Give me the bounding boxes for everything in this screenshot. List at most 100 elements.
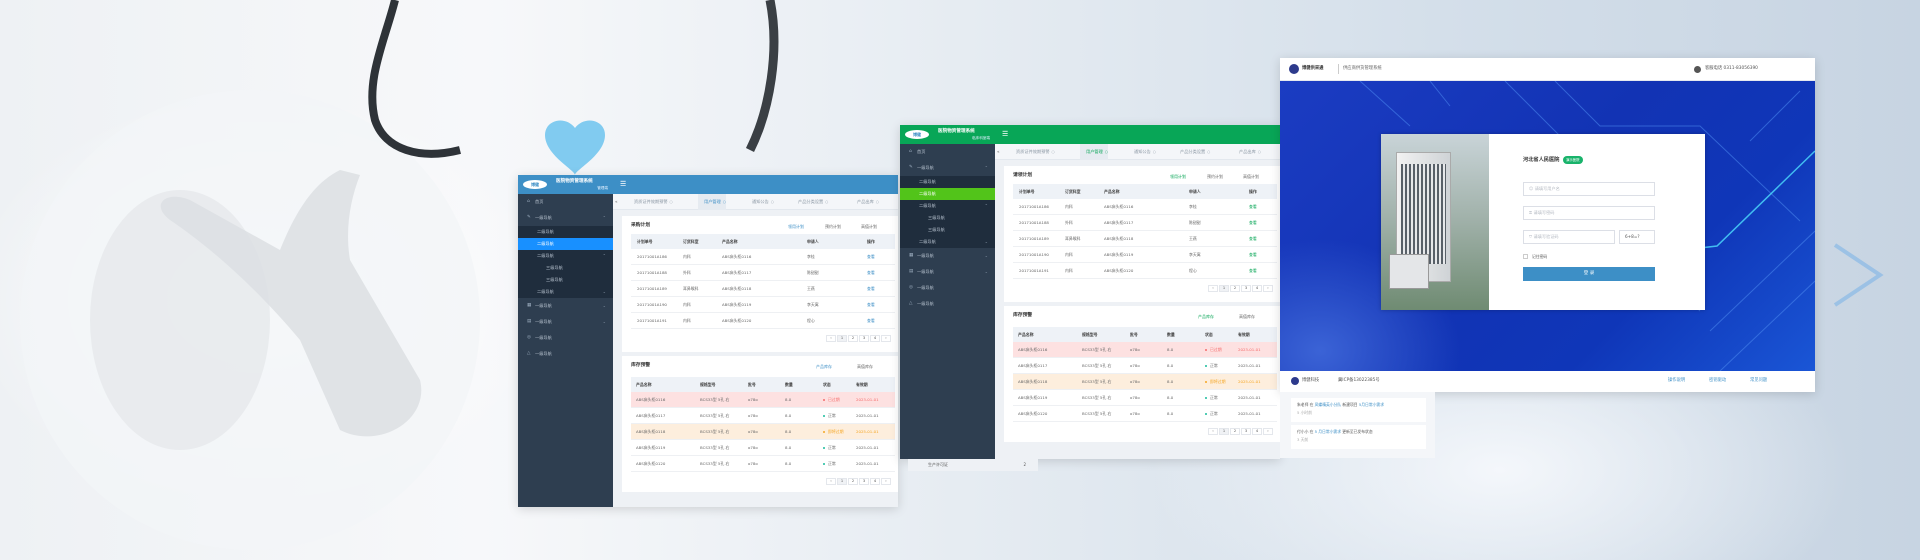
sidebar-item[interactable]: ▦ 一级导航 ⌄ [900,248,995,264]
sidebar-item[interactable]: ✎ 一级导航 ⌃ [900,160,995,176]
close-tab-icon[interactable]: ○ [669,200,673,204]
view-link[interactable]: 查看 [1249,236,1257,241]
page-button[interactable]: 3 [859,478,869,485]
view-link[interactable]: 查看 [1249,204,1257,209]
page-button[interactable]: 1 [1219,428,1229,435]
page-button[interactable]: 2 [1230,428,1240,435]
page-button[interactable]: ‹ [1208,428,1218,435]
page-button[interactable]: › [881,478,891,485]
close-tab-icon[interactable]: ○ [1152,150,1156,154]
sidebar-item[interactable]: △ 一级导航 [900,296,995,312]
tab-item[interactable]: 产品出库 ○ [851,194,879,210]
sidebar-item[interactable]: ▤ 一级导航 ⌄ [900,264,995,280]
view-link[interactable]: 查看 [867,302,875,307]
close-tab-icon[interactable]: ○ [1104,150,1108,154]
page-button[interactable]: 3 [1241,428,1251,435]
page-button[interactable]: 1 [837,335,847,342]
sidebar-item[interactable]: 三级导航 [900,212,995,224]
page-button[interactable]: 2 [848,335,858,342]
sidebar-item[interactable]: 二级导航 [900,188,995,200]
tab-item[interactable]: 通知公告 ○ [746,194,774,210]
login-button[interactable]: 登 录 [1523,267,1655,281]
page-button[interactable]: 4 [870,335,880,342]
page-button[interactable]: › [881,335,891,342]
tab-item[interactable]: 资质证件效期预警 ○ [1010,144,1055,160]
tab-item[interactable]: 用户管理 ○ [1080,144,1108,160]
tab-item[interactable]: 通知公告 ○ [1128,144,1156,160]
sidebar-item[interactable]: 三级导航 [518,262,613,274]
card-tab[interactable]: 高值计划 [861,224,877,229]
sidebar-item[interactable]: 二级导航 ⌃ [518,250,613,262]
page-button[interactable]: ‹ [826,478,836,485]
view-link[interactable]: 查看 [867,270,875,275]
view-link[interactable]: 查看 [867,286,875,291]
page-button[interactable]: 3 [859,335,869,342]
card-tab[interactable]: 高值库存 [1239,314,1255,319]
sidebar-item[interactable]: ▤ 一级导航 ⌄ [518,314,613,330]
tab-item[interactable]: 用户管理 ○ [698,194,726,210]
card-tab[interactable]: 产品库存 [816,364,832,369]
tab-item[interactable]: 资质证件效期预警 ○ [628,194,673,210]
sidebar-item[interactable]: 二级导航 [518,226,613,238]
sidebar-item[interactable]: 二级导航 ⌃ [900,200,995,212]
tab-item[interactable]: 产品分类设置 ○ [1174,144,1210,160]
card-tab[interactable]: 领用计划 [788,224,804,229]
collapse-tabs-icon[interactable]: « [997,149,1000,154]
sidebar-item[interactable]: 二级导航 [900,176,995,188]
page-button[interactable]: ‹ [826,335,836,342]
close-tab-icon[interactable]: ○ [825,200,829,204]
sidebar-item[interactable]: ⌂ 首页 [900,144,995,160]
close-tab-icon[interactable]: ○ [1207,150,1211,154]
sidebar-item[interactable]: △ 一级导航 [518,346,613,362]
close-tab-icon[interactable]: ○ [770,200,774,204]
close-tab-icon[interactable]: ○ [722,200,726,204]
page-button[interactable]: 2 [848,478,858,485]
footer-link-faq[interactable]: 常见问题 [1750,378,1768,383]
sidebar-item[interactable]: ◎ 一级导航 [900,280,995,296]
footer-link-driver[interactable]: 密钥驱动 [1709,378,1727,383]
close-tab-icon[interactable]: ○ [1051,150,1055,154]
page-button[interactable]: 4 [1252,285,1262,292]
sidebar-item[interactable]: 三级导航 [900,224,995,236]
card-tab[interactable]: 高值库存 [857,364,873,369]
menu-toggle-icon[interactable]: ☰ [620,180,627,188]
menu-toggle-icon[interactable]: ☰ [1002,130,1009,138]
sidebar-item[interactable]: ✎ 一级导航 ⌃ [518,210,613,226]
sidebar-item[interactable]: ◎ 一级导航 [518,330,613,346]
page-button[interactable]: 4 [870,478,880,485]
view-link[interactable]: 查看 [1249,252,1257,257]
page-button[interactable]: 2 [1230,285,1240,292]
sidebar-item[interactable]: 二级导航 ⌄ [900,236,995,248]
collapse-tabs-icon[interactable]: « [615,199,618,204]
view-link[interactable]: 查看 [1249,268,1257,273]
captcha-image[interactable]: 6+8=? [1619,230,1655,244]
remember-checkbox[interactable] [1523,254,1528,259]
page-button[interactable]: 1 [837,478,847,485]
close-tab-icon[interactable]: ○ [875,200,879,204]
view-link[interactable]: 查看 [867,318,875,323]
view-link[interactable]: 查看 [1249,220,1257,225]
card-tab[interactable]: 产品库存 [1198,314,1214,319]
close-tab-icon[interactable]: ○ [1257,150,1261,154]
password-input[interactable]: ⚿ 请填写密码 [1523,206,1655,220]
page-button[interactable]: › [1263,285,1273,292]
tab-item[interactable]: 产品分类设置 ○ [792,194,828,210]
view-link[interactable]: 查看 [867,254,875,259]
sidebar-item[interactable]: 三级导航 [518,274,613,286]
captcha-input[interactable]: ⛉ 请填写验证码 [1523,230,1615,244]
card-tab[interactable]: 领用计划 [1170,174,1186,179]
card-tab[interactable]: 预约计划 [825,224,841,229]
sidebar-item[interactable]: 二级导航 ⌄ [518,286,613,298]
page-button[interactable]: 1 [1219,285,1229,292]
page-button[interactable]: 4 [1252,428,1262,435]
page-button[interactable]: 3 [1241,285,1251,292]
username-input[interactable]: ☺ 请填写用户名 [1523,182,1655,196]
card-tab[interactable]: 预约计划 [1207,174,1223,179]
card-tab[interactable]: 高值计划 [1243,174,1259,179]
sidebar-item[interactable]: 二级导航 [518,238,613,250]
page-button[interactable]: › [1263,428,1273,435]
footer-link-guide[interactable]: 操作说明 [1668,378,1686,383]
tab-item[interactable]: 产品出库 ○ [1233,144,1261,160]
page-button[interactable]: ‹ [1208,285,1218,292]
sidebar-item[interactable]: ⌂ 首页 [518,194,613,210]
